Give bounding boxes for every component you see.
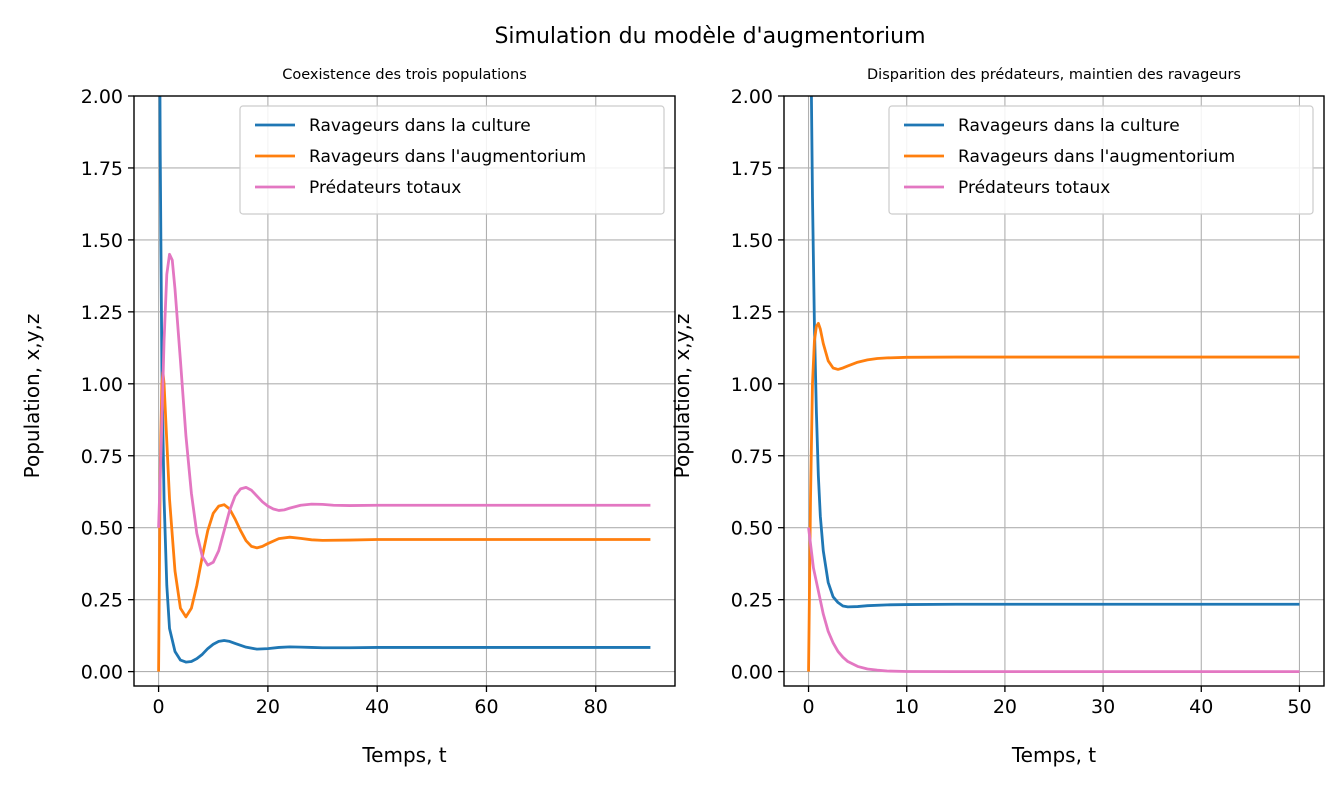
y-tick-label: 2.00 [81, 86, 123, 108]
series-group [157, 96, 651, 672]
y-tick-label: 0.50 [731, 518, 773, 540]
x-tick-label: 10 [895, 696, 919, 718]
subplot-title: Coexistence des trois populations [282, 67, 527, 83]
legend-entry-label: Ravageurs dans l'augmentorium [309, 147, 586, 167]
y-tick-label: 1.75 [731, 158, 773, 180]
legend-entry-label: Prédateurs totaux [958, 178, 1110, 198]
x-tick-label: 40 [365, 696, 389, 718]
x-tick-label: 20 [256, 696, 280, 718]
legend-entry-label: Ravageurs dans l'augmentorium [958, 147, 1235, 167]
axes-frame [133, 95, 676, 687]
x-tick-label: 0 [802, 696, 814, 718]
subplots: 0 20 40 60 80 0.00 0.25 0.50 0.75 1.00 1.25 1.50 1.7… [20, 67, 1325, 767]
x-axis-label: Temps, t [1011, 743, 1096, 767]
y-tick-label: 1.75 [81, 158, 123, 180]
y-tick-label: 0.00 [81, 662, 123, 684]
legend-entry-label: Ravageurs dans la culture [958, 116, 1180, 136]
x-tick-label: 30 [1091, 696, 1115, 718]
x-tick-label: 80 [584, 696, 608, 718]
legend: Ravageurs dans la culture Ravageurs dans … [239, 105, 665, 215]
x-tick-label: 0 [153, 696, 165, 718]
subplot-title: Disparition des prédateurs, maintien des… [867, 67, 1241, 83]
series-line-2 [157, 370, 651, 672]
legend-box [888, 105, 1314, 215]
legend-entry-label: Ravageurs dans la culture [309, 116, 531, 136]
y-tick-label: 0.25 [731, 590, 773, 612]
y-tick-label: 1.50 [81, 230, 123, 252]
subplot-1: 0 20 40 60 80 0.00 0.25 0.50 0.75 1.00 1.25 1.50 1.7… [20, 67, 676, 767]
figure-title: Simulation du modèle d'augmentorium [494, 24, 925, 49]
subplot-2: 0 10 20 30 40 50 0.00 0.25 0.50 0.75 1.00 1.25 1.50 1… [670, 67, 1325, 767]
y-tick-label: 0.00 [731, 662, 773, 684]
y-axis-label: Population, x,y,z [670, 314, 694, 479]
y-tick-label: 1.00 [731, 374, 773, 396]
series-line-3 [807, 527, 1300, 674]
y-tick-label: 0.75 [81, 446, 123, 468]
y-tick-label: 0.25 [81, 590, 123, 612]
x-tick-label: 20 [993, 696, 1017, 718]
x-tick-label: 60 [474, 696, 498, 718]
y-tick-label: 1.00 [81, 374, 123, 396]
series-line-2 [807, 321, 1300, 672]
x-axis-label: Temps, t [361, 743, 446, 767]
y-tick-label: 1.25 [731, 302, 773, 324]
y-axis-label: Population, x,y,z [20, 314, 44, 479]
x-tick-label: 40 [1189, 696, 1213, 718]
legend: Ravageurs dans la culture Ravageurs dans … [888, 105, 1314, 215]
series-line-1 [810, 96, 1300, 609]
series-group [807, 96, 1300, 674]
legend-entry-label: Prédateurs totaux [309, 178, 461, 198]
legend-box [239, 105, 665, 215]
y-tick-label: 0.75 [731, 446, 773, 468]
axes-frame [783, 95, 1325, 687]
series-line-1 [158, 96, 651, 664]
y-tick-label: 1.25 [81, 302, 123, 324]
x-tick-label: 50 [1287, 696, 1311, 718]
series-line-3 [157, 252, 651, 567]
y-tick-label: 1.50 [731, 230, 773, 252]
y-tick-label: 2.00 [731, 86, 773, 108]
y-tick-label: 0.50 [81, 518, 123, 540]
